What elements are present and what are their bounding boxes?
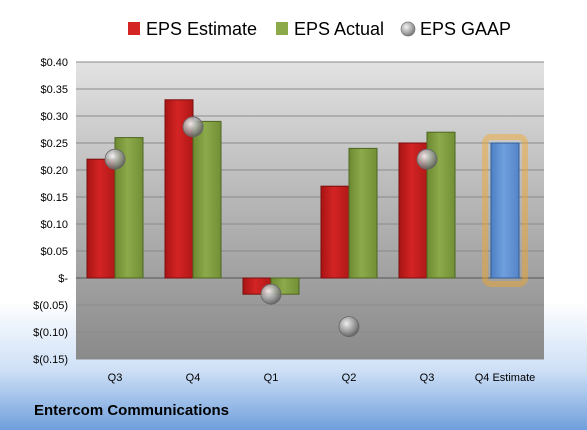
x-tick-label: Q4 Estimate xyxy=(475,372,536,384)
y-tick-label: $0.35 xyxy=(40,84,68,96)
x-tick-label: Q4 xyxy=(186,372,201,384)
plot-area xyxy=(76,62,544,359)
y-tick-label: $(0.10) xyxy=(33,327,68,339)
x-tick-label: Q3 xyxy=(108,372,123,384)
point-eps-gaap xyxy=(338,316,360,338)
legend-swatch xyxy=(400,21,416,37)
point-eps-gaap xyxy=(416,148,438,170)
legend-label: EPS GAAP xyxy=(420,19,511,39)
x-tick-label: Q3 xyxy=(420,372,435,384)
point-eps-gaap xyxy=(260,283,282,305)
x-tick-label: Q1 xyxy=(264,372,279,384)
bar-eps-actual xyxy=(192,120,222,279)
y-tick-label: $0.15 xyxy=(40,192,68,204)
y-tick-label: $- xyxy=(58,273,68,285)
y-tick-label: $0.10 xyxy=(40,219,68,231)
bar-eps-estimate xyxy=(86,158,116,279)
point-eps-gaap xyxy=(182,116,204,138)
legend-label: EPS Actual xyxy=(294,19,384,39)
bar-eps-estimate xyxy=(320,185,350,279)
y-tick-label: $0.40 xyxy=(40,57,68,69)
point-eps-gaap xyxy=(104,148,126,170)
y-tick-label: $0.30 xyxy=(40,111,68,123)
legend-swatch xyxy=(128,22,140,35)
y-tick-label: $0.20 xyxy=(40,165,68,177)
legend-label: EPS Estimate xyxy=(146,19,257,39)
legend-swatch xyxy=(276,22,288,35)
forecast-glow xyxy=(482,134,528,287)
bar-eps-actual xyxy=(348,147,378,279)
bar-eps-forecast xyxy=(490,142,520,279)
y-tick-label: $0.25 xyxy=(40,138,68,150)
y-tick-label: $(0.15) xyxy=(33,354,68,366)
y-tick-label: $0.05 xyxy=(40,246,68,258)
y-tick-label: $(0.05) xyxy=(33,300,68,312)
company-name: Entercom Communications xyxy=(34,402,230,419)
x-tick-label: Q2 xyxy=(342,372,357,384)
